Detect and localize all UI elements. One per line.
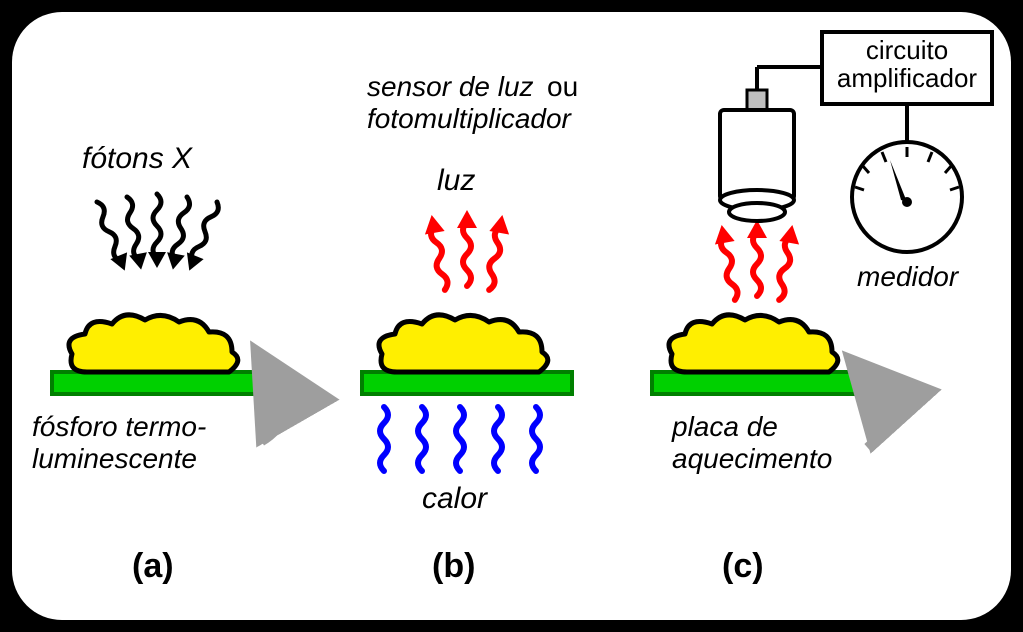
heat-wave [494,407,502,471]
panel-letter-b: (b) [432,547,475,586]
light-arrow [422,213,455,291]
heat-wave [380,407,388,471]
label-placa-2: aquecimento [672,444,832,475]
light-arrow [457,210,477,286]
pointer-arrow-c [867,386,886,447]
label-fotons-x: fótons X [82,142,192,175]
photomultiplier-icon [720,67,822,221]
label-circuito-1: circuito [832,36,982,65]
panel-letter-c: (c) [722,547,764,586]
phosphor-cloud-b [379,315,548,372]
panel-c-group [652,32,992,447]
plate-a [52,372,262,394]
diagram-panel: fótons X fósforo termo- luminescente luz… [12,12,1011,620]
heat-wave [532,407,540,471]
label-circuito-2: amplificador [832,64,982,93]
phosphor-cloud-c [669,315,838,372]
phosphor-cloud-a [69,315,238,372]
label-fosforo-1: fósforo termo- [32,412,206,443]
label-placa-1: placa de [672,412,778,443]
light-arrow-c [712,223,745,301]
panel-letter-a: (a) [132,547,174,586]
label-medidor: medidor [857,262,958,293]
light-arrow [479,213,512,291]
heat-wave [418,407,426,471]
label-sensor-1: sensor de luz [367,72,534,103]
plate-b [362,372,572,394]
pointer-arrow-a [262,382,283,442]
plate-c [652,372,862,394]
xray-arrow [89,199,133,274]
panel-b-group [362,210,572,471]
label-luz: luz [437,164,475,197]
light-arrow-c [747,220,767,296]
panel-a-group [52,194,283,442]
label-fosforo-2: luminescente [32,444,197,475]
label-calor: calor [422,482,487,515]
label-sensor-2: fotomultiplicador [367,104,571,135]
meter-gauge-icon [852,142,962,252]
heat-wave [456,407,464,471]
xray-arrow [148,194,166,268]
label-sensor-ou: ou [547,72,578,103]
light-arrow-c [769,223,802,301]
